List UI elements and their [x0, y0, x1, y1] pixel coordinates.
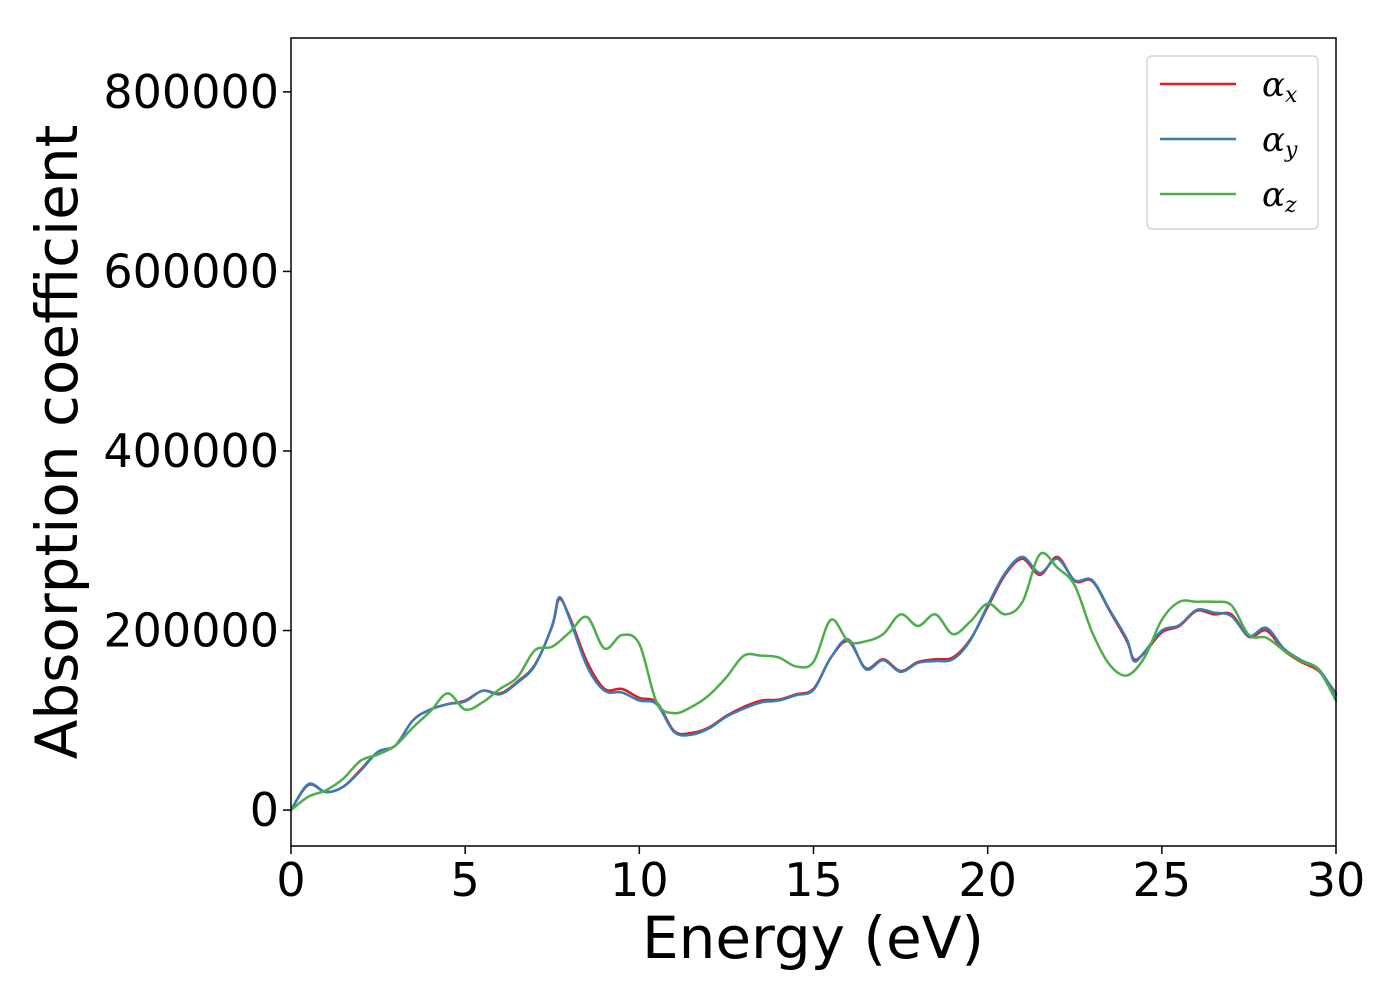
y-tick-label: 600000: [103, 244, 279, 298]
series-line-z: [289, 551, 1338, 812]
x-tick-label: 25: [1133, 853, 1192, 907]
y-axis-ticks: 0 200000 400000 600000 800000: [103, 65, 291, 837]
y-tick-label: 200000: [103, 604, 279, 658]
legend: αx αy αz: [1146, 55, 1319, 230]
series-line-y: [289, 555, 1338, 812]
x-tick-label: 5: [451, 853, 480, 907]
legend-label-z: αz: [1262, 175, 1297, 218]
x-tick-label: 30: [1307, 853, 1366, 907]
x-tick-label: 20: [958, 853, 1017, 907]
legend-box: [1146, 55, 1319, 230]
x-axis-ticks: 0 5 10 15 20 25 30: [276, 846, 1365, 907]
legend-label-y: αy: [1262, 120, 1298, 163]
y-tick-label: 0: [250, 783, 279, 837]
x-tick-label: 0: [276, 853, 305, 907]
plot-lines: [289, 551, 1338, 812]
y-tick-label: 400000: [103, 424, 279, 478]
series-line-x: [289, 555, 1338, 812]
y-tick-label: 800000: [103, 65, 279, 119]
legend-label-x: αx: [1262, 65, 1298, 108]
y-axis-label: Absorption coefficient: [23, 125, 91, 760]
x-axis-label: Energy (eV): [642, 904, 984, 972]
x-tick-label: 15: [784, 853, 843, 907]
x-tick-label: 10: [610, 853, 669, 907]
